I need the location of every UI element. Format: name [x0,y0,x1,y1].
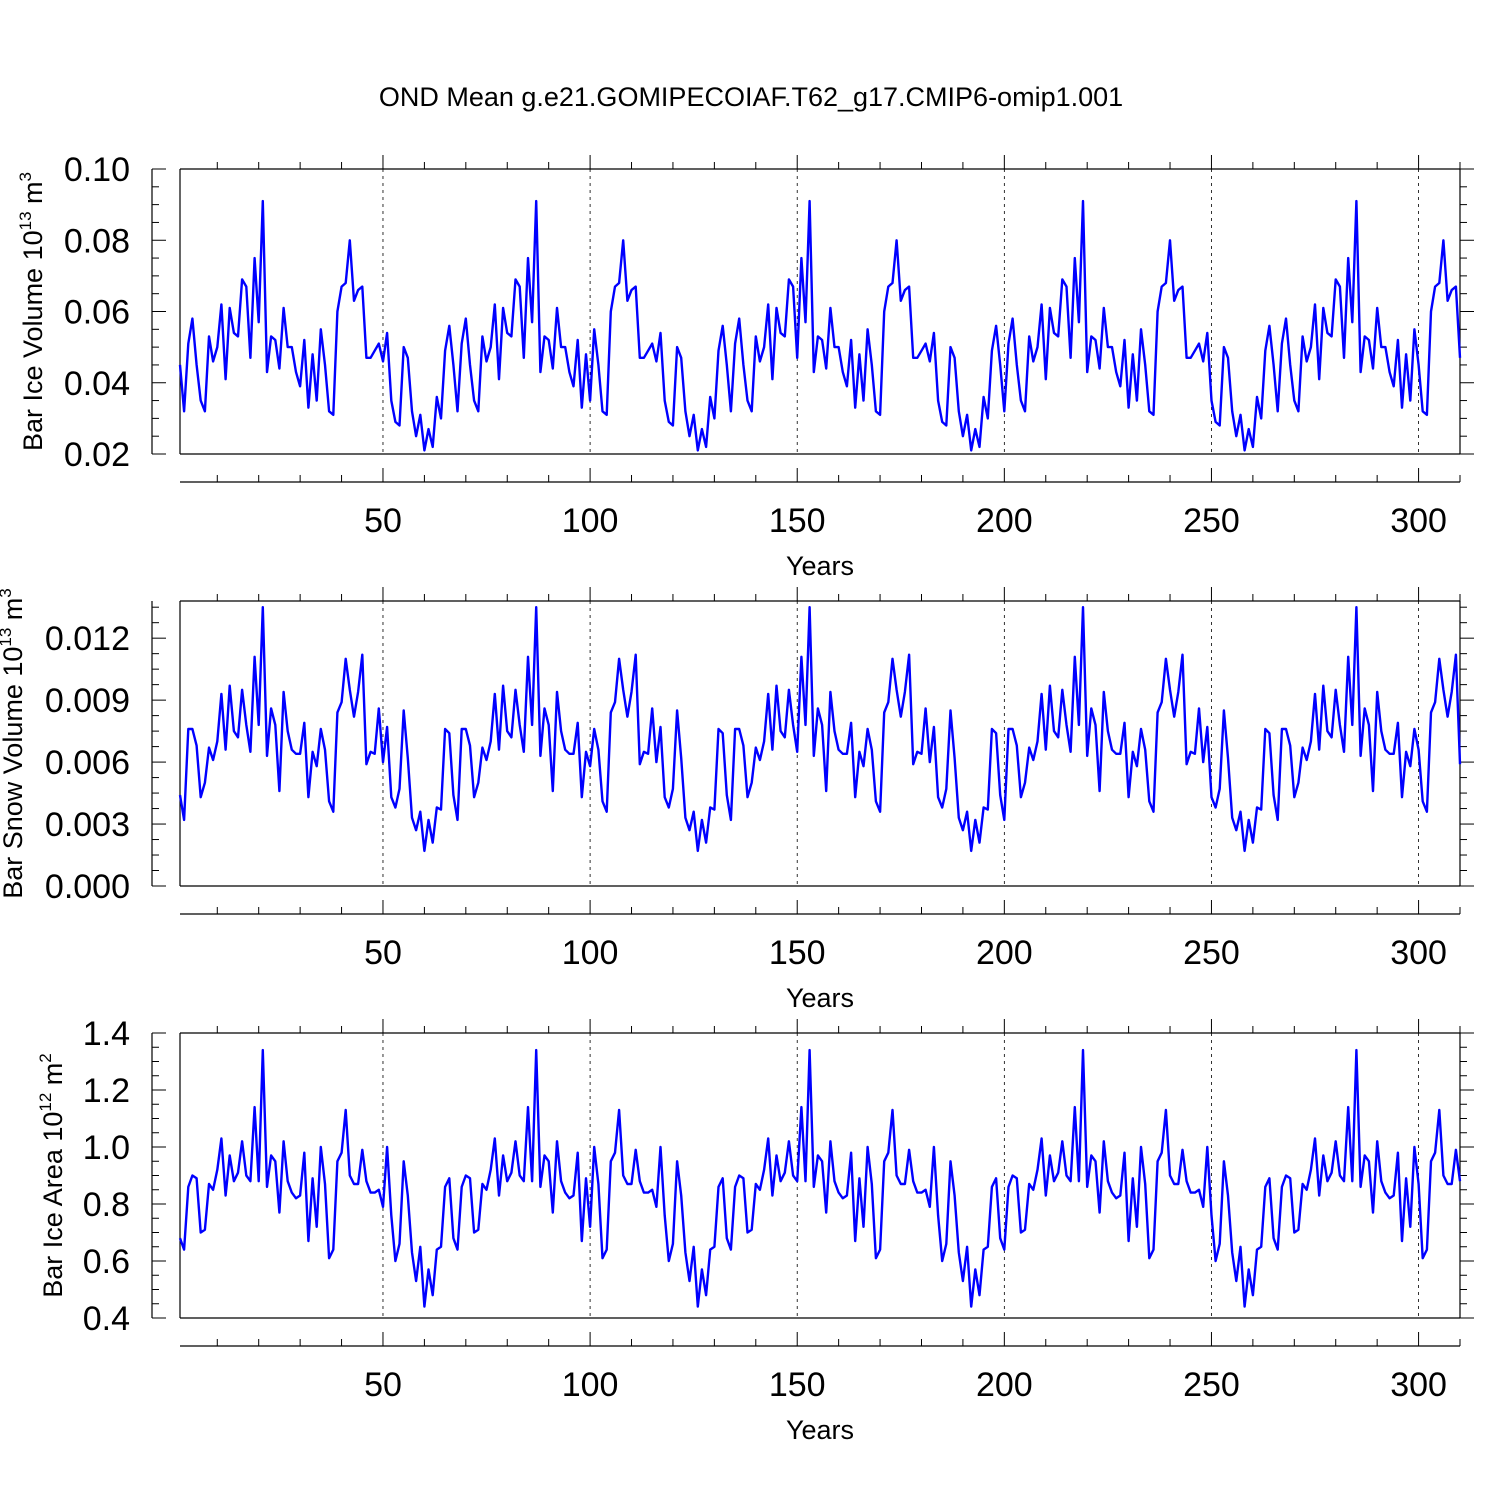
y-axis-title-unit-exp: 3 [0,588,15,597]
y-tick-label: 0.003 [45,806,130,844]
y-axis-title-exp: 13 [16,211,35,230]
y-axis-title-main: Bar Ice Area 10 [38,1112,68,1298]
y-tick-label: 0.4 [83,1300,130,1338]
y-axis-title-unit-exp: 2 [36,1053,55,1062]
y-tick-label: 0.8 [83,1186,130,1224]
y-axis-title: Bar Ice Volume 1013 m3 [16,172,48,451]
x-tick-label: 200 [976,934,1033,972]
x-tick-label: 200 [976,1366,1033,1404]
y-axis-title-main: Bar Snow Volume 10 [0,647,28,899]
y-tick-label: 1.2 [83,1072,130,1110]
x-tick-label: 150 [769,1366,826,1404]
x-tick-label: 300 [1390,934,1447,972]
x-axis-title: Years [786,983,854,1013]
x-tick-label: 300 [1390,1366,1447,1404]
y-axis-title-exp: 12 [36,1093,55,1112]
series-line [178,1048,1462,1308]
y-tick-label: 0.000 [45,868,130,906]
panel-1: 50 100 150 200 250 300 Years 0.02 0.04 0.06 0.08 0.… [16,151,1474,581]
y-tick-label: 0.006 [45,744,130,782]
y-tick-label: 0.6 [83,1243,130,1281]
panel-2: 50 100 150 200 250 300 Years 0.000 0.003 0.006 0.0… [0,587,1474,1013]
x-tick-label: 150 [769,934,826,972]
y-axis-title-unit: m [18,181,48,211]
x-tick-label: 50 [364,502,402,540]
series-line [178,199,1462,452]
y-tick-label: 0.06 [64,294,130,332]
chart-title: OND Mean g.e21.GOMIPECOIAF.T62_g17.CMIP6… [379,82,1123,112]
y-axis-title-unit-exp: 3 [16,172,35,181]
x-tick-label: 250 [1183,502,1240,540]
y-tick-label: 0.012 [45,620,130,658]
y-axis-title-unit: m [0,598,28,628]
x-tick-label: 300 [1390,502,1447,540]
x-tick-label: 200 [976,502,1033,540]
panels: 50 100 150 200 250 300Years0.020.040.060.080.… [0,151,1474,1445]
x-tick-label: 50 [364,934,402,972]
x-tick-label: 100 [562,502,619,540]
y-tick-label: 0.02 [64,436,130,474]
y-tick-label: 1.0 [83,1129,130,1167]
y-axis-title-unit: m [38,1063,68,1093]
y-tick-label: 1.4 [83,1015,130,1053]
x-axis-title: Years [786,1415,854,1445]
panel-3: 50 100 150 200 250 300 Years 0.4 0.6 0.8 1.0 1.2 1.4… [36,1015,1474,1445]
x-tick-label: 250 [1183,1366,1240,1404]
x-tick-label: 50 [364,1366,402,1404]
y-tick-label: 0.04 [64,365,130,403]
y-tick-label: 0.009 [45,682,130,720]
x-tick-label: 150 [769,502,826,540]
y-axis-title: Bar Ice Area 1012 m2 [36,1053,68,1298]
x-tick-label: 250 [1183,934,1240,972]
series-line [178,606,1462,853]
x-tick-label: 100 [562,1366,619,1404]
y-tick-label: 0.10 [64,151,130,189]
y-axis-title-main: Bar Ice Volume 10 [18,230,48,451]
x-tick-label: 100 [562,934,619,972]
y-axis-title-exp: 13 [0,628,15,647]
y-axis-title: Bar Snow Volume 1013 m3 [0,588,28,899]
x-axis-title: Years [786,551,854,581]
y-tick-label: 0.08 [64,222,130,260]
